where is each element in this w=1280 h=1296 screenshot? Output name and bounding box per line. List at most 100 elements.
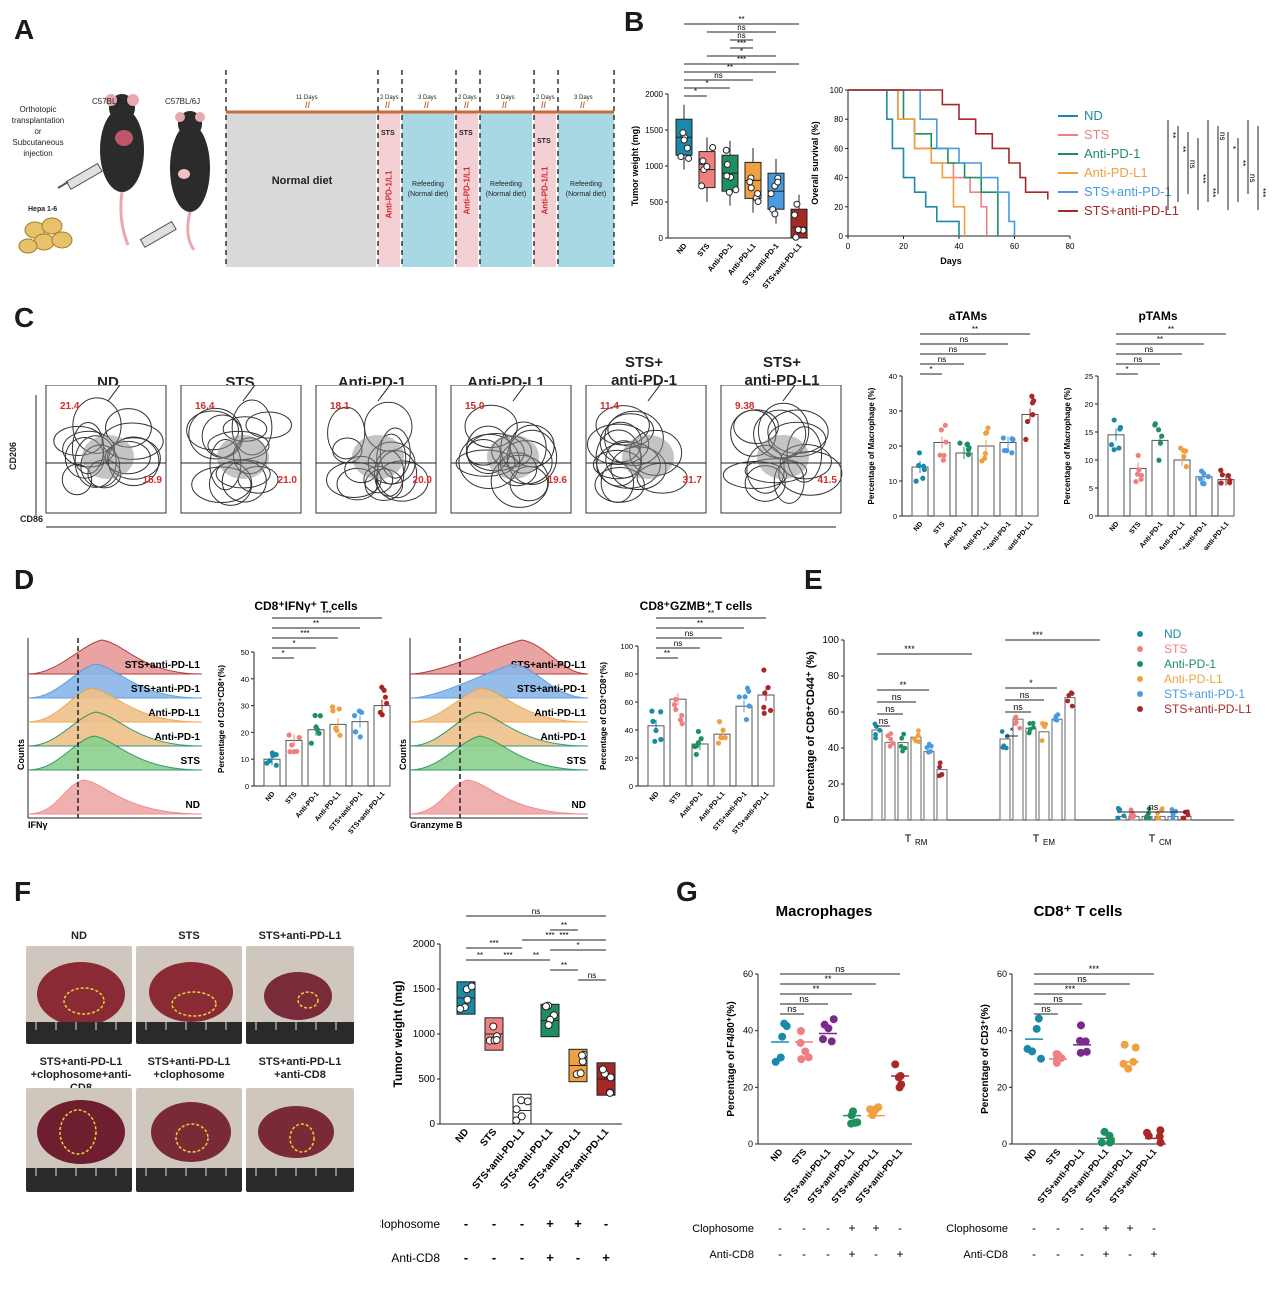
significance-label: ns [1134,355,1142,364]
y-tick-label: 10 [1085,456,1093,465]
significance-label: ns [787,1004,797,1014]
data-point [920,463,927,469]
data-point [273,752,279,758]
significance-label: ns [588,971,596,980]
data-point [1076,1048,1085,1057]
data-point [273,762,279,768]
data-point [381,687,387,693]
data-point [1055,712,1061,718]
data-point [736,694,742,700]
data-point [937,452,943,458]
bar [285,739,303,787]
ptams-bar-chart: pTAMs 0 5 10 15 20 25 Percentage of Macrophage … [1063,309,1235,550]
data-point [382,694,389,700]
clophosome-sign: - [464,1216,468,1231]
gate-line [107,385,121,402]
data-point [1115,815,1121,821]
anti-cd8-sign: + [1150,1247,1157,1261]
histogram-curve [27,735,203,771]
data-point [873,735,878,741]
data-point [999,729,1005,734]
x-tick-label: ND [265,791,277,803]
photo-caption: ND [71,930,87,942]
anti-cd8-sign: - [576,1250,580,1265]
data-point [985,425,991,431]
clophosome-sign: - [826,1221,830,1235]
data-point [1182,448,1189,454]
data-point [379,712,385,718]
data-point [316,730,322,736]
data-point [683,144,691,152]
duration-label: 3 Days [496,95,515,101]
data-point [725,188,733,196]
data-point [899,735,905,741]
photo-caption: STS+anti-PD-L1 [258,930,342,942]
data-point [1170,815,1176,821]
syringe-icon [57,162,177,249]
y-tick-label: 100 [822,635,839,646]
significance-label: *** [904,644,915,654]
legend-marker [1137,676,1143,682]
y-tick-label: 80 [625,670,633,679]
y-tick-label: 40 [834,174,843,183]
bar [691,743,709,787]
data-point [754,190,762,198]
data-point [744,685,751,691]
data-point [467,982,476,991]
legend-label: STS+anti-PD-1 [1084,184,1172,199]
data-point [1108,442,1115,448]
data-point [1115,805,1121,811]
x-tick-label: ND [675,241,689,256]
data-point [964,441,971,447]
significance-label: * [576,941,579,950]
data-point [357,734,363,740]
histogram-x-label: Granzyme B [410,820,463,830]
upper-gate-value: 18.1 [330,401,350,412]
data-point [1024,418,1031,425]
data-point [1031,724,1036,730]
x-tick-label: 40 [955,242,964,251]
panel-letter-d: D [14,564,35,595]
significance-label: ns [1188,160,1197,168]
chart-title: aTAMs [949,309,988,323]
significance-label: ns [1041,1004,1051,1014]
tumor-photo [136,946,242,1044]
data-point [1156,457,1162,463]
data-point [658,709,664,715]
data-point [672,696,679,702]
bar [884,742,896,821]
clophosome-sign: - [802,1221,806,1235]
significance-label: *** [545,931,554,940]
data-point [716,719,723,725]
anti-cd8-sign: + [1102,1247,1109,1261]
data-point [679,721,685,727]
data-point [1156,1138,1165,1147]
treatment-label: Anti-PD-1/L1 [540,166,550,215]
data-point [778,1032,787,1041]
data-point [897,1080,906,1089]
y-tick-label: 30 [241,702,249,711]
bar [735,705,753,787]
y-tick-label: 40 [828,743,840,754]
significance-label: *** [1208,188,1217,197]
significance-label: *** [737,55,746,64]
histogram-curve [27,639,203,675]
cd86-axis-label: CD86 [20,514,44,524]
significance-label: ns [1149,802,1159,812]
data-point [512,1116,521,1125]
y-tick-label: 1000 [413,1029,436,1040]
anti-cd8-sign: - [1128,1247,1132,1261]
gate-line [647,385,661,402]
data-point [796,1027,805,1036]
data-point [330,708,336,714]
legend-label: ND [1164,627,1182,641]
data-point [1173,808,1179,814]
mouse-strain-label-2: C57BL/6J [165,97,201,106]
significance-label: ** [561,921,567,930]
y-axis-label: Overall survival (%) [810,121,820,205]
data-point [1177,445,1184,451]
clophosome-label: Clophosome [380,1217,440,1231]
x-tick-label: ND [1023,1146,1039,1163]
chart-title: Macrophages [776,903,873,920]
y-tick-label: 2000 [645,90,663,99]
